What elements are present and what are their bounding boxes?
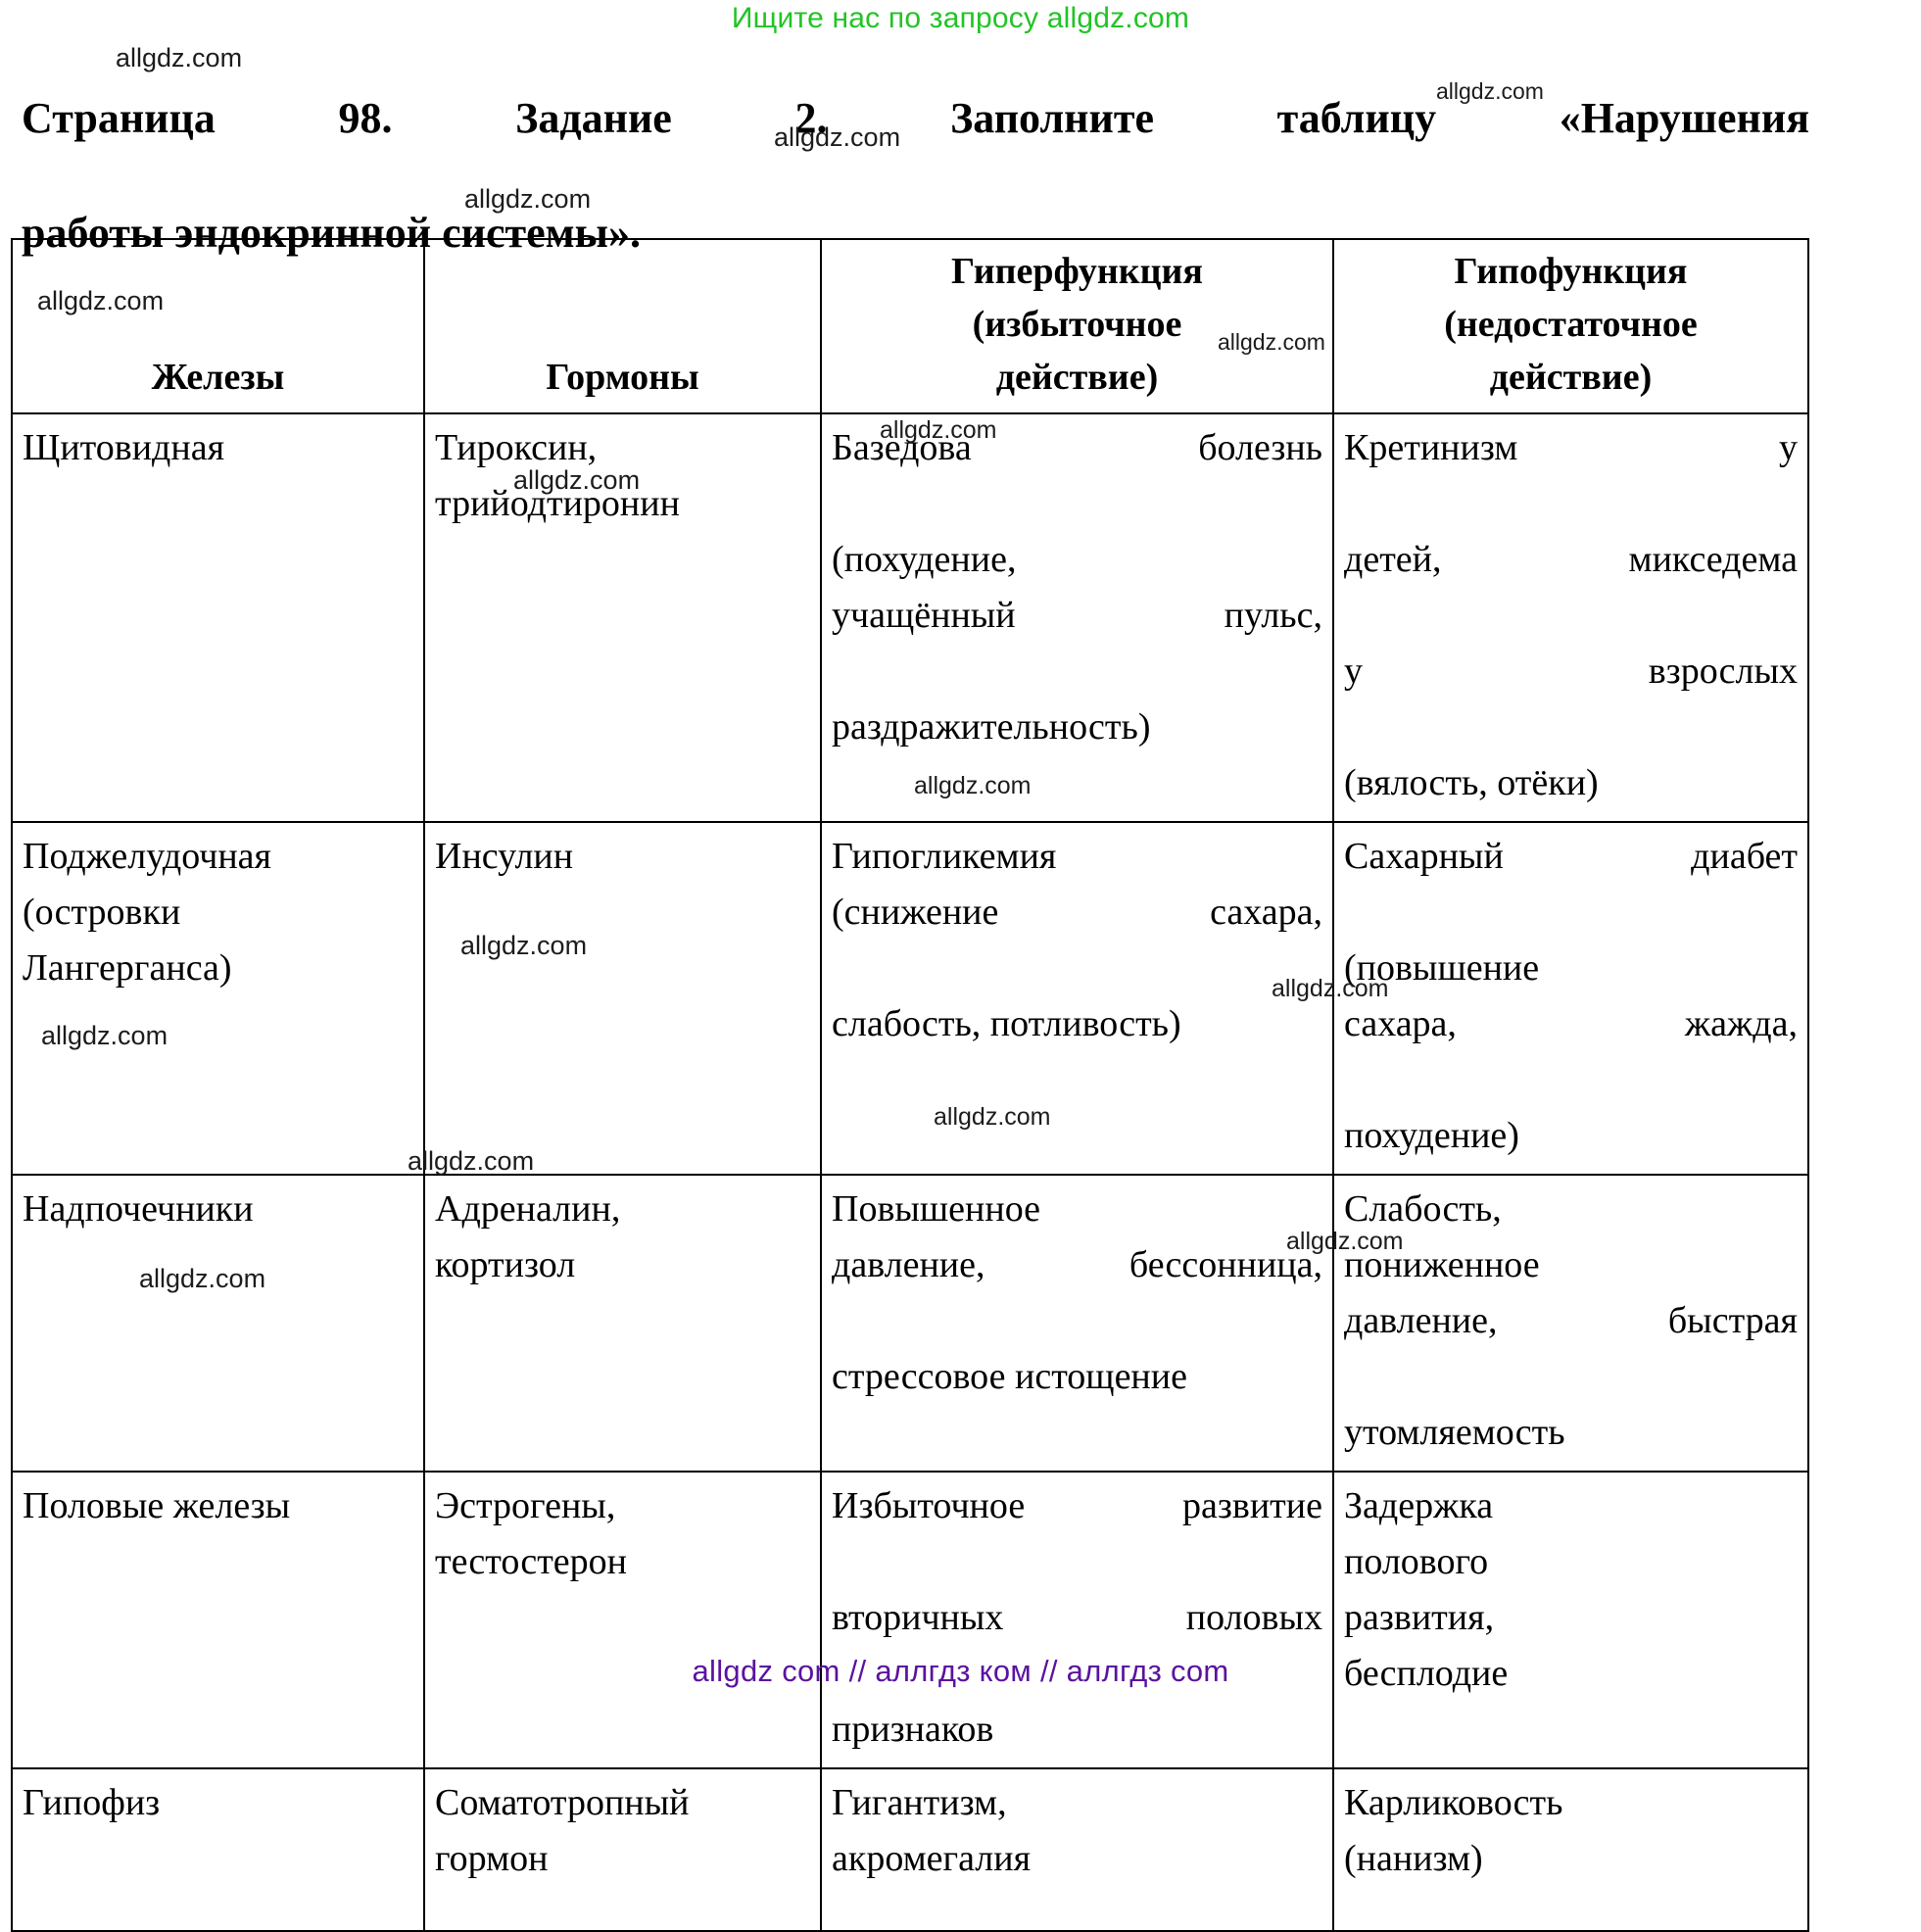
table-row: Надпочечники Адреналин, кортизол Повышен… [11, 1173, 1809, 1473]
cell-hypofunction: Слабость, пониженное давление, быстрая у… [1332, 1173, 1809, 1473]
cell-hypofunction: Кретинизм у детей, микседема у взрослых … [1332, 411, 1809, 823]
promo-banner: Ищите нас по запросу allgdz.com [731, 2, 1190, 34]
column-header-hyperfunction: Гиперфункция (избыточное действие) [820, 238, 1334, 414]
gland-name: Поджелудочная [23, 835, 272, 877]
hyper-line: раздражительность) [832, 705, 1151, 748]
hypo-line: (вялость, отёки) [1344, 761, 1599, 803]
cell-hypofunction: Сахарный диабет (повышение сахара, жажда… [1332, 820, 1809, 1176]
hormone-line: тестостерон [435, 1540, 628, 1582]
hormone-line: Эстрогены, [435, 1484, 616, 1526]
hypo-line: бесплодие [1344, 1652, 1509, 1694]
table-row: Гипофиз Соматотропный гормон Гигантизм, … [11, 1766, 1809, 1932]
hypo-line: полового [1344, 1540, 1489, 1582]
hormone-line: кортизол [435, 1243, 576, 1285]
hypo-line: сахара, жажда, [1344, 1002, 1798, 1044]
gland-name: Половые железы [23, 1484, 291, 1526]
cell-hyperfunction: Повышенное давление, бессонница, стрессо… [820, 1173, 1334, 1473]
hypo-line: детей, микседема [1344, 538, 1798, 580]
cell-gland: Поджелудочная (островки Лангерганса) [11, 820, 425, 1176]
cell-gland: Надпочечники [11, 1173, 425, 1473]
gland-name: Надпочечники [23, 1187, 254, 1230]
hypo-line: у взрослых [1344, 650, 1798, 692]
cell-gland: Щитовидная [11, 411, 425, 823]
page-title: Страница 98. Задание 2. Заполните таблиц… [22, 90, 1809, 263]
page-title-line-1: Страница 98. Задание 2. Заполните таблиц… [22, 94, 1809, 142]
hyper-line: Избыточное развитие [832, 1484, 1322, 1526]
hyper-header-line-3: действие) [995, 356, 1159, 398]
column-header-hormones: Гормоны [423, 238, 822, 414]
hypo-header-line-2: (недостаточное [1444, 303, 1698, 345]
hypo-header-line-1: Гипофункция [1454, 251, 1688, 292]
hypo-line: Сахарный диабет [1344, 835, 1798, 877]
table-row: Половые железы Эстрогены, тестостерон Из… [11, 1470, 1809, 1769]
hypo-line: развития, [1344, 1596, 1495, 1638]
hypo-line: Кретинизм у [1344, 426, 1798, 468]
footer-site-links: allgdz com // аллгдз ком // аллгдз com [692, 1654, 1229, 1688]
column-header-hypofunction: Гипофункция (недостаточное действие) [1332, 238, 1809, 414]
cell-hyperfunction: Гигантизм, акромегалия [820, 1766, 1334, 1932]
hypo-line: Задержка [1344, 1484, 1494, 1526]
hormone-line: Инсулин [435, 835, 574, 877]
gland-name: Гипофиз [23, 1781, 161, 1823]
hyper-line: Гипогликемия [832, 835, 1057, 877]
hyper-line: Базедова болезнь [832, 426, 1322, 468]
hyper-line: учащённый пульс, [832, 594, 1322, 636]
hyper-line: давление, бессонница, [832, 1243, 1322, 1285]
cell-hyperfunction: Гипогликемия (снижение сахара, слабость,… [820, 820, 1334, 1176]
hormone-line: гормон [435, 1837, 549, 1879]
hyper-line: стрессовое истощение [832, 1355, 1187, 1397]
hypo-line: (повышение [1344, 946, 1540, 989]
hyper-line: (похудение, [832, 538, 1017, 580]
hyper-line: слабость, потливость) [832, 1002, 1181, 1044]
table-row: Щитовидная Тироксин, трийодтиронин Базед… [11, 411, 1809, 823]
hormone-line: Адреналин, [435, 1187, 621, 1230]
gland-name-line: Лангерганса) [23, 946, 232, 989]
gland-name-line: (островки [23, 891, 181, 933]
gland-name: Щитовидная [23, 426, 225, 468]
column-header-glands: Железы [11, 238, 425, 414]
hypo-line: (нанизм) [1344, 1837, 1483, 1879]
hyper-line: Повышенное [832, 1187, 1041, 1230]
hyper-header-line-2: (избыточное [972, 303, 1182, 345]
column-header-glands-label: Железы [151, 356, 285, 398]
hypo-line: пониженное [1344, 1243, 1540, 1285]
hormone-line: Тироксин, [435, 426, 598, 468]
cell-gland: Гипофиз [11, 1766, 425, 1932]
column-header-hormones-label: Гормоны [546, 356, 699, 398]
cell-hormones: Инсулин [423, 820, 822, 1176]
hyper-header-line-1: Гиперфункция [950, 251, 1203, 292]
hyper-line: признаков [832, 1708, 994, 1750]
hyper-line: акромегалия [832, 1837, 1032, 1879]
table-header: Железы Гормоны Гиперфункция (избыточное … [11, 238, 1809, 414]
hormone-line: трийодтиронин [435, 482, 680, 524]
table-header-row: Железы Гормоны Гиперфункция (избыточное … [11, 238, 1809, 414]
hypo-header-line-3: действие) [1489, 356, 1653, 398]
hormone-line: Соматотропный [435, 1781, 690, 1823]
table-body: Щитовидная Тироксин, трийодтиронин Базед… [11, 411, 1809, 1932]
cell-hormones: Тироксин, трийодтиронин [423, 411, 822, 823]
hypo-line: Карликовость [1344, 1781, 1563, 1823]
hyper-line: вторичных половых [832, 1596, 1322, 1638]
hypo-line: похудение) [1344, 1114, 1519, 1156]
cell-hormones: Соматотропный гормон [423, 1766, 822, 1932]
cell-hypofunction: Карликовость (нанизм) [1332, 1766, 1809, 1932]
hypo-line: давление, быстрая [1344, 1299, 1798, 1341]
hypo-line: утомляемость [1344, 1411, 1565, 1453]
table-row: Поджелудочная (островки Лангерганса) Инс… [11, 820, 1809, 1176]
cell-hypofunction: Задержка полового развития, бесплодие [1332, 1470, 1809, 1769]
watermark-text: allgdz.com [116, 43, 243, 72]
cell-hyperfunction: Избыточное развитие вторичных половых пр… [820, 1470, 1334, 1769]
cell-hyperfunction: Базедова болезнь (похудение, учащённый п… [820, 411, 1334, 823]
cell-hormones: Эстрогены, тестостерон [423, 1470, 822, 1769]
hypo-line: Слабость, [1344, 1187, 1502, 1230]
hyper-line: (снижение сахара, [832, 891, 1322, 933]
hyper-line: Гигантизм, [832, 1781, 1007, 1823]
cell-gland: Половые железы [11, 1470, 425, 1769]
cell-hormones: Адреналин, кортизол [423, 1173, 822, 1473]
